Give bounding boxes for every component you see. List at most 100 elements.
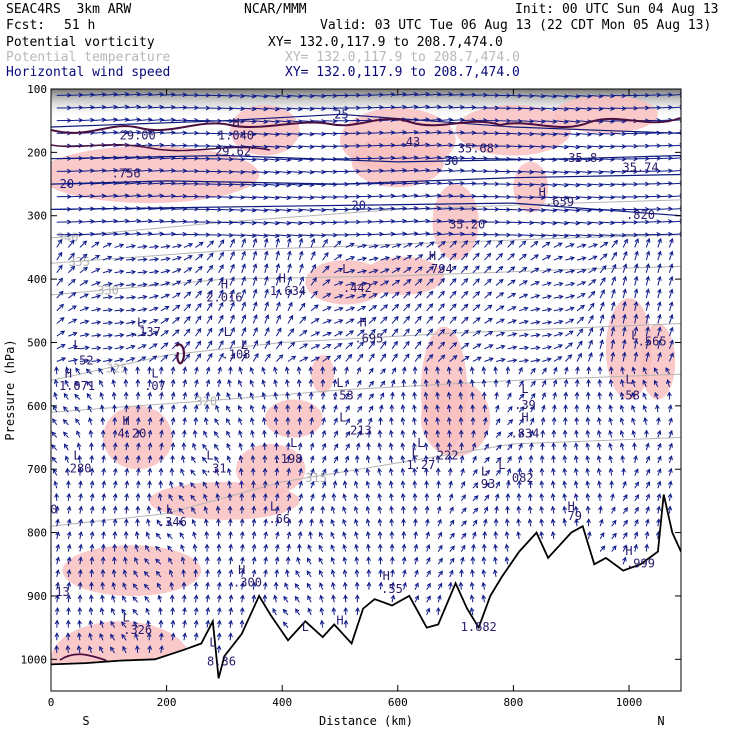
wind-arrow	[241, 276, 246, 286]
wind-arrow	[343, 494, 347, 502]
wind-arrow-head	[507, 443, 513, 449]
wind-arrow-head	[66, 531, 72, 537]
wind-arrow-head	[147, 442, 153, 448]
wind-arrow	[484, 318, 493, 324]
wind-arrow-head	[89, 556, 95, 562]
wind-arrow-head	[473, 495, 479, 500]
pv-extremum-label: H	[221, 278, 228, 292]
wind-arrow-head	[111, 391, 117, 397]
wind-arrow-head	[65, 619, 71, 625]
wind-arrow	[414, 354, 422, 362]
wind-arrow	[437, 265, 445, 274]
wind-arrow-head	[319, 594, 324, 600]
wind-arrow-head	[209, 240, 215, 245]
wind-arrow-head	[282, 608, 288, 614]
wind-arrow	[413, 455, 416, 463]
wind-arrow-head	[254, 352, 259, 358]
wind-arrow-head	[176, 280, 182, 285]
wind-arrow	[484, 470, 490, 476]
wind-arrow	[472, 495, 479, 502]
wind-arrow	[402, 405, 405, 413]
pv-extremum-label: L	[417, 436, 424, 450]
wind-arrow	[634, 519, 639, 527]
wind-arrow-head	[239, 530, 245, 536]
wind-arrow	[366, 506, 370, 514]
wind-arrow	[448, 417, 451, 425]
wind-arrow	[622, 251, 628, 261]
wind-arrow-head	[230, 327, 235, 333]
wind-arrow	[79, 106, 94, 109]
wind-arrow-head	[476, 343, 482, 348]
wind-arrow-head	[198, 265, 203, 271]
wind-arrow	[67, 531, 71, 540]
wind-arrow	[449, 545, 455, 552]
wind-arrow	[287, 238, 291, 248]
wind-arrow	[136, 531, 139, 539]
wind-arrow	[126, 284, 136, 286]
wind-arrow	[230, 221, 245, 224]
terrain-line	[51, 494, 681, 679]
wind-arrow-head	[58, 264, 63, 270]
wind-arrow-head	[621, 93, 627, 99]
wind-arrow	[66, 468, 69, 476]
wind-arrow	[654, 392, 659, 400]
wind-arrow	[380, 169, 395, 172]
wind-arrow	[414, 254, 423, 261]
wind-arrow	[172, 94, 187, 96]
wind-arrow-head	[86, 393, 92, 398]
wind-arrow	[79, 493, 82, 501]
wind-arrow	[391, 156, 406, 160]
wind-arrow	[564, 443, 566, 451]
wind-arrow	[183, 417, 186, 425]
wind-arrow	[102, 169, 118, 172]
wind-arrow	[576, 221, 591, 224]
wind-arrow	[204, 506, 208, 514]
wind-arrow	[472, 469, 478, 476]
wind-arrow	[252, 582, 255, 590]
wind-arrow	[74, 406, 81, 413]
wind-arrow-head	[319, 582, 324, 588]
wind-arrow	[645, 494, 650, 502]
wind-arrow-head	[250, 417, 255, 423]
wind-arrow-head	[493, 569, 498, 575]
wind-arrow	[588, 183, 603, 186]
wind-arrow	[368, 245, 378, 248]
wind-arrow-head	[194, 391, 199, 397]
wind-arrow-head	[208, 302, 213, 308]
wind-arrow-head	[569, 306, 575, 312]
wind-arrow	[110, 646, 115, 654]
wind-arrow-head	[613, 239, 618, 245]
wind-arrow-head	[493, 378, 499, 384]
wind-arrow	[137, 118, 152, 122]
wind-arrow-head	[332, 93, 338, 99]
wind-arrow-head	[158, 467, 164, 473]
wind-arrow-head	[350, 281, 356, 287]
wind-arrow-head	[252, 288, 258, 294]
wind-arrow-head	[180, 454, 186, 460]
isentrope-line	[51, 265, 681, 296]
wind-arrow	[588, 352, 593, 362]
wind-arrow	[241, 531, 244, 539]
wind-arrow	[368, 430, 371, 438]
wind-arrow-head	[112, 556, 117, 562]
wind-arrow-head	[633, 288, 639, 294]
wind-arrow-head	[192, 442, 197, 448]
pv-extremum-label: 2.016	[206, 290, 242, 304]
wind-arrow	[483, 417, 487, 425]
wind-arrow-head	[496, 469, 501, 474]
wind-arrow-head	[601, 277, 606, 282]
wind-arrow	[426, 583, 431, 590]
wind-arrow	[600, 183, 615, 186]
wind-arrow	[645, 544, 648, 552]
wind-arrow	[287, 443, 290, 451]
wind-arrow	[368, 418, 372, 426]
wind-arrow-head	[412, 378, 418, 384]
wind-arrow-head	[263, 556, 268, 562]
pv-extremum-label: .07	[144, 379, 166, 393]
wind-arrow-head	[377, 480, 382, 486]
wind-arrow-head	[89, 518, 95, 524]
wind-arrow-head	[228, 207, 234, 213]
wind-arrow	[449, 119, 464, 122]
wind-arrow-head	[303, 356, 309, 361]
wind-arrow-head	[251, 505, 257, 511]
